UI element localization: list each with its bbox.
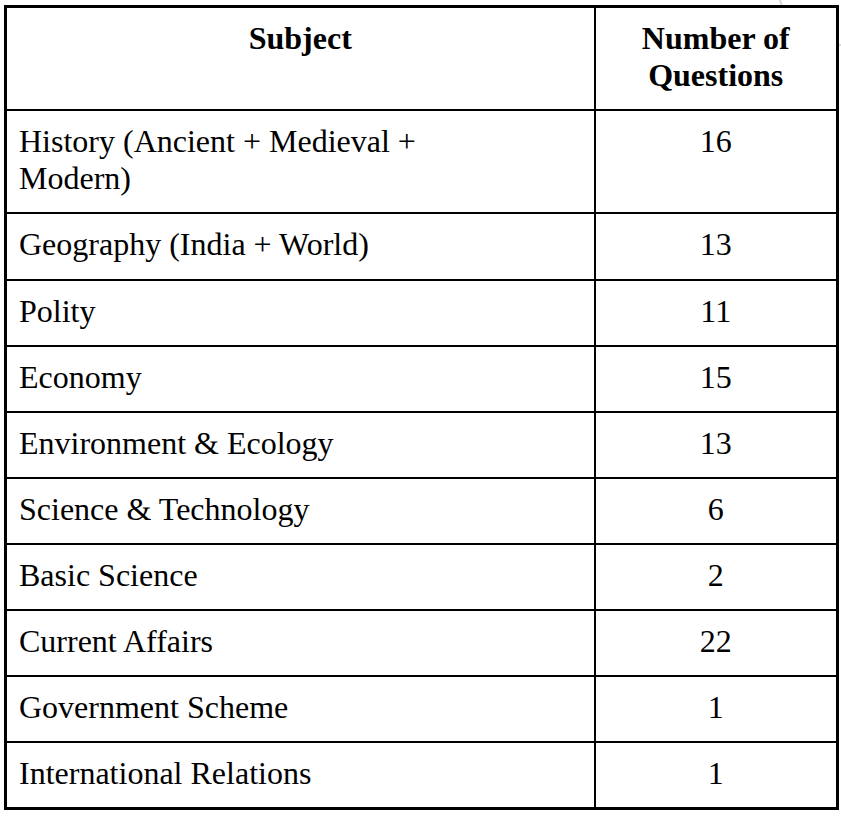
table-header-row: Subject Number of Questions [6, 7, 838, 111]
table-row: Economy15 [6, 346, 838, 412]
subject-distribution-table: Subject Number of Questions History (Anc… [4, 5, 839, 810]
table-row: Geography (India + World)13 [6, 213, 838, 279]
subject-cell: International Relations [6, 742, 595, 809]
subject-cell: Economy [6, 346, 595, 412]
column-header-subject: Subject [6, 7, 595, 111]
question-count-cell: 6 [595, 478, 838, 544]
question-count-cell: 1 [595, 742, 838, 809]
question-count-cell: 13 [595, 213, 838, 279]
question-count-cell: 2 [595, 544, 838, 610]
table-row: International Relations1 [6, 742, 838, 809]
column-header-number-of-questions: Number of Questions [595, 7, 838, 111]
subject-cell: Geography (India + World) [6, 213, 595, 279]
table-row: Polity11 [6, 280, 838, 346]
subject-cell: Government Scheme [6, 676, 595, 742]
subject-cell: Environment & Ecology [6, 412, 595, 478]
table-row: Government Scheme1 [6, 676, 838, 742]
subject-cell: Science & Technology [6, 478, 595, 544]
question-count-cell: 15 [595, 346, 838, 412]
subject-cell: Polity [6, 280, 595, 346]
table-row: Basic Science2 [6, 544, 838, 610]
subject-cell: Basic Science [6, 544, 595, 610]
question-count-cell: 1 [595, 676, 838, 742]
table-row: Science & Technology6 [6, 478, 838, 544]
subject-cell: Current Affairs [6, 610, 595, 676]
question-count-cell: 13 [595, 412, 838, 478]
table-body: History (Ancient + Medieval + Modern)16G… [6, 110, 838, 809]
subject-cell: History (Ancient + Medieval + Modern) [6, 110, 595, 213]
table-row: Environment & Ecology13 [6, 412, 838, 478]
question-count-cell: 16 [595, 110, 838, 213]
question-count-cell: 11 [595, 280, 838, 346]
table-row: Current Affairs22 [6, 610, 838, 676]
table-row: History (Ancient + Medieval + Modern)16 [6, 110, 838, 213]
question-count-cell: 22 [595, 610, 838, 676]
